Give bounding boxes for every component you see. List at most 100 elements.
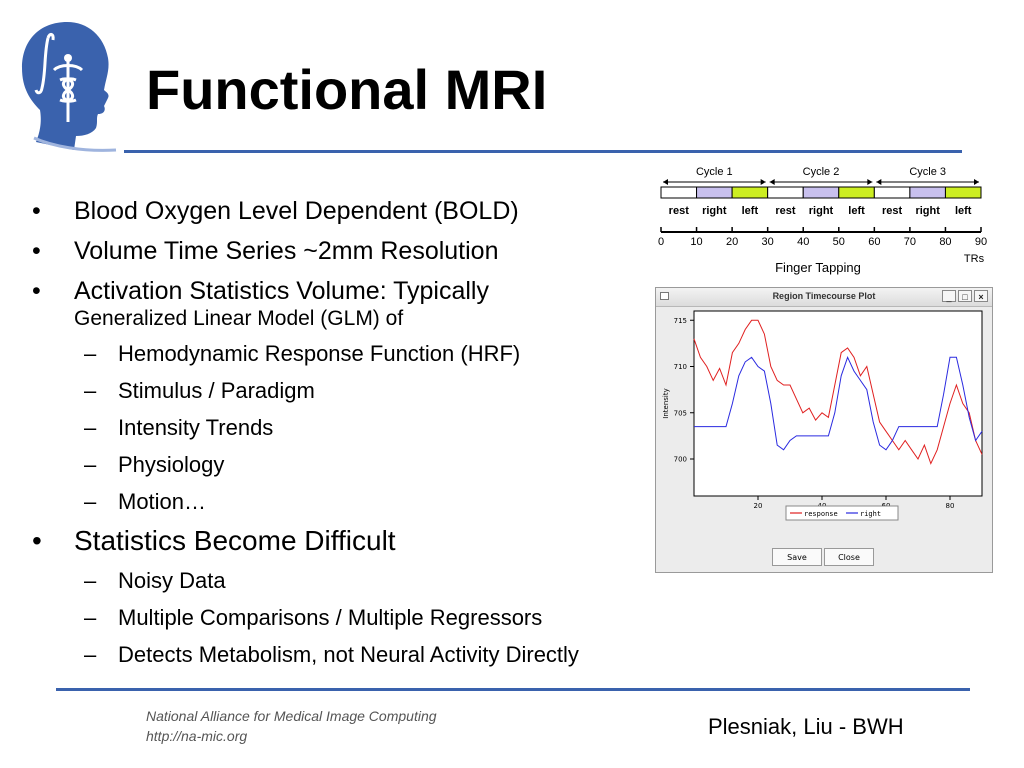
legend-label: response: [804, 510, 838, 518]
slide-title: Functional MRI: [146, 58, 548, 121]
tr-tick-label: 0: [658, 236, 664, 248]
series-line-right: [694, 355, 983, 451]
sub-bullet-item: – Stimulus / Paradigm: [28, 377, 668, 404]
y-tick-label: 710: [674, 363, 687, 371]
tr-tick-label: 90: [975, 236, 987, 248]
paradigm-block: [660, 186, 698, 199]
sub-bullet-dash: –: [84, 378, 97, 403]
sub-bullet-text: Intensity Trends: [118, 415, 274, 440]
footer-author: Plesniak, Liu - BWH: [708, 714, 904, 739]
sub-bullet-text: Physiology: [118, 452, 225, 477]
bullet-item: • Statistics Become Difficult: [28, 525, 668, 557]
tr-unit-label: TRs: [964, 253, 985, 265]
bullet-dot: •: [32, 525, 42, 556]
footer-url: http://na-mic.org: [146, 728, 248, 744]
figure-caption: Finger Tapping: [775, 260, 861, 275]
sub-bullet-item: – Intensity Trends: [28, 414, 668, 441]
arrowhead-icon: [663, 179, 668, 185]
sub-bullet-text: Motion…: [118, 489, 207, 514]
window-titlebar[interactable]: Region Timecourse Plot _ □ ×: [656, 288, 992, 307]
close-button[interactable]: Close: [824, 548, 874, 566]
arrowhead-icon: [760, 179, 766, 185]
bullet-list: • Blood Oxygen Level Dependent (BOLD) • …: [28, 196, 668, 678]
bullet-text: Volume Time Series ~2mm Resolution: [74, 237, 499, 265]
sub-bullet-dash: –: [84, 452, 97, 477]
sub-bullet-item: – Multiple Comparisons / Multiple Regres…: [28, 604, 668, 631]
close-icon[interactable]: ×: [974, 290, 988, 302]
legend-label: right: [860, 510, 881, 518]
block-label: right: [702, 205, 727, 217]
arrowhead-icon: [867, 179, 873, 185]
y-tick-label: 700: [674, 456, 687, 464]
sub-bullet-item: – Hemodynamic Response Function (HRF): [28, 340, 668, 367]
tr-tick-label: 50: [833, 236, 845, 248]
tr-tick-label: 60: [868, 236, 880, 248]
tr-tick-label: 10: [690, 236, 702, 248]
timecourse-plot: 70070571071520406080Volume NumberIntensi…: [662, 310, 983, 521]
cycle-label: Cycle 2: [803, 166, 840, 178]
namic-head-logo-icon: [22, 22, 117, 152]
sub-bullet-text: Hemodynamic Response Function (HRF): [118, 341, 521, 366]
minimize-icon[interactable]: _: [942, 290, 956, 302]
paradigm-block: [909, 186, 946, 199]
bullet-continuation: Generalized Linear Model (GLM) of: [74, 307, 404, 330]
tr-tick-label: 40: [797, 236, 809, 248]
sub-bullet-dash: –: [84, 642, 97, 667]
bullet-item: • Blood Oxygen Level Dependent (BOLD): [28, 196, 668, 226]
title-divider: [124, 150, 962, 153]
bullet-item: • Activation Statistics Volume: Typicall…: [28, 276, 668, 332]
sub-bullet-item: – Motion…: [28, 488, 668, 515]
sub-bullet-dash: –: [84, 605, 97, 630]
sub-bullet-text: Noisy Data: [118, 568, 226, 593]
block-label: right: [915, 205, 940, 217]
bullet-dot: •: [32, 237, 41, 265]
sub-bullet-dash: –: [84, 415, 97, 440]
legend-box: [785, 505, 899, 521]
sub-bullet-text: Multiple Comparisons / Multiple Regresso…: [118, 605, 543, 630]
block-label: left: [955, 205, 972, 217]
bullet-text: Statistics Become Difficult: [74, 525, 396, 556]
x-tick-label: 80: [946, 502, 955, 510]
paradigm-block: [696, 186, 733, 199]
footer-divider: [56, 688, 970, 691]
block-label: rest: [882, 205, 903, 217]
bullet-dot: •: [32, 277, 41, 305]
tr-tick-label: 70: [904, 236, 916, 248]
series-line-response: [693, 319, 983, 465]
sub-bullet-text: Detects Metabolism, not Neural Activity …: [118, 642, 579, 667]
cycle-label: Cycle 1: [696, 166, 733, 178]
paradigm-block: [873, 186, 911, 199]
bullet-item: • Volume Time Series ~2mm Resolution: [28, 236, 668, 266]
sub-bullet-text: Stimulus / Paradigm: [118, 378, 315, 403]
y-tick-label: 715: [674, 317, 687, 325]
arrowhead-icon: [769, 179, 775, 185]
arrowhead-icon: [876, 179, 882, 185]
window-menu-icon[interactable]: [660, 292, 669, 300]
paradigm-block: [802, 186, 840, 199]
bullet-text: Blood Oxygen Level Dependent (BOLD): [74, 197, 519, 225]
sub-bullet-dash: –: [84, 341, 97, 366]
sub-bullet-item: – Detects Metabolism, not Neural Activit…: [28, 641, 668, 668]
cycle-label: Cycle 3: [909, 166, 946, 178]
block-label: right: [809, 205, 834, 217]
x-tick-label: 20: [754, 502, 763, 510]
paradigm-block: [767, 186, 804, 199]
y-axis-label: Intensity: [662, 388, 670, 418]
save-button[interactable]: Save: [772, 548, 822, 566]
block-label: rest: [669, 205, 690, 217]
block-label: left: [848, 205, 865, 217]
sub-bullet-dash: –: [84, 568, 97, 593]
paradigm-block: [731, 186, 769, 199]
sub-bullet-item: – Noisy Data: [28, 567, 668, 594]
maximize-icon[interactable]: □: [958, 290, 972, 302]
paradigm-block: [944, 186, 982, 199]
block-label: rest: [775, 205, 796, 217]
y-tick-label: 705: [674, 409, 687, 417]
window-title: Region Timecourse Plot: [772, 291, 876, 301]
paradigm-block: [838, 186, 875, 199]
footer-org-name: National Alliance for Medical Image Comp…: [146, 708, 437, 724]
bullet-text: Activation Statistics Volume: Typically: [74, 277, 489, 305]
block-label: left: [742, 205, 759, 217]
footer-organization: National Alliance for Medical Image Comp…: [146, 706, 437, 746]
